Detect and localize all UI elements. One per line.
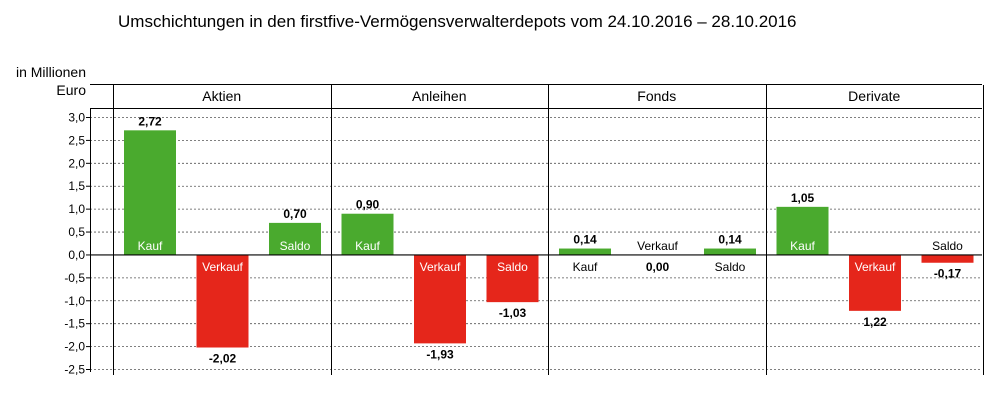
bar-anleihen-kauf xyxy=(341,213,394,255)
bar-value-label: -0,17 xyxy=(934,267,962,281)
y-tick-label: 2,0 xyxy=(68,156,85,170)
y-tick-label: -2,0 xyxy=(64,340,85,354)
group-label-derivate: Derivate xyxy=(848,88,900,104)
group-label-anleihen: Anleihen xyxy=(412,88,467,104)
bar-category-label: Kauf xyxy=(138,239,163,253)
bars xyxy=(124,130,974,348)
group-label-aktien: Aktien xyxy=(202,88,241,104)
bar-value-label: -1,03 xyxy=(499,306,527,320)
y-tick-label: -1,0 xyxy=(64,294,85,308)
bar-aktien-verkauf xyxy=(196,254,249,348)
y-tick-label: 0,5 xyxy=(68,225,85,239)
bar-category-label: Verkauf xyxy=(637,239,678,253)
bar-value-label: 0,90 xyxy=(356,198,380,212)
bar-category-label: Kauf xyxy=(790,239,815,253)
bar-category-label: Kauf xyxy=(355,239,380,253)
bar-category-label: Saldo xyxy=(715,260,746,274)
bar-category-label: Verkauf xyxy=(420,260,461,274)
bar-category-label: Verkauf xyxy=(202,260,243,274)
bar-fonds-saldo xyxy=(704,248,756,255)
chart-title: Umschichtungen in den firstfive-Vermögen… xyxy=(118,12,797,31)
bar-aktien-kauf xyxy=(124,130,176,255)
bar-value-label: 0,14 xyxy=(718,233,742,247)
y-tick-label: 1,0 xyxy=(68,202,85,216)
bar-category-label: Verkauf xyxy=(855,260,896,274)
bar-value-label: 0,00 xyxy=(646,260,670,274)
y-tick-label: -1,5 xyxy=(64,317,85,331)
y-axis-ticks: 3,0 2,5 2,0 1,5 1,0 0,5 0,0 -0,5 -1,0 -1,5 -2,0 -2,… xyxy=(64,111,90,377)
bar-derivate-verkauf xyxy=(849,254,901,311)
bar-category-label: Saldo xyxy=(932,239,963,253)
labels: Aktien Kauf 2,72 Verkauf -2,02 Saldo 0,70 Anlei… xyxy=(138,88,964,366)
bar-fonds-kauf xyxy=(559,248,611,255)
bar-category-label: Kauf xyxy=(573,260,598,274)
y-axis-label-line1: in Millionen xyxy=(16,64,86,80)
y-tick-label: 2,5 xyxy=(68,133,85,147)
y-tick-label: 0,0 xyxy=(68,248,85,262)
bar-value-label: 1,05 xyxy=(791,191,815,205)
bar-derivate-kauf xyxy=(776,206,829,255)
bar-aktien-saldo xyxy=(269,222,321,255)
bar-derivate-saldo xyxy=(921,254,974,263)
bar-category-label: Saldo xyxy=(497,260,528,274)
y-tick-label: -2,5 xyxy=(64,363,85,377)
y-tick-label: -0,5 xyxy=(64,271,85,285)
group-label-fonds: Fonds xyxy=(637,88,676,104)
bar-value-label: 0,70 xyxy=(283,207,307,221)
bar-category-label: Saldo xyxy=(280,239,311,253)
bar-value-label: -1,93 xyxy=(426,347,454,361)
bar-anleihen-verkauf xyxy=(414,254,466,344)
bar-value-label: -2,02 xyxy=(209,352,237,366)
bar-value-label: 1,22 xyxy=(863,315,887,329)
bar-anleihen-saldo xyxy=(486,254,539,303)
bar-value-label: 0,14 xyxy=(573,233,597,247)
y-axis-label-line2: Euro xyxy=(56,82,86,98)
y-tick-label: 1,5 xyxy=(68,179,85,193)
bar-value-label: 2,72 xyxy=(138,114,162,128)
y-tick-label: 3,0 xyxy=(68,111,85,125)
chart-frame xyxy=(90,84,984,375)
